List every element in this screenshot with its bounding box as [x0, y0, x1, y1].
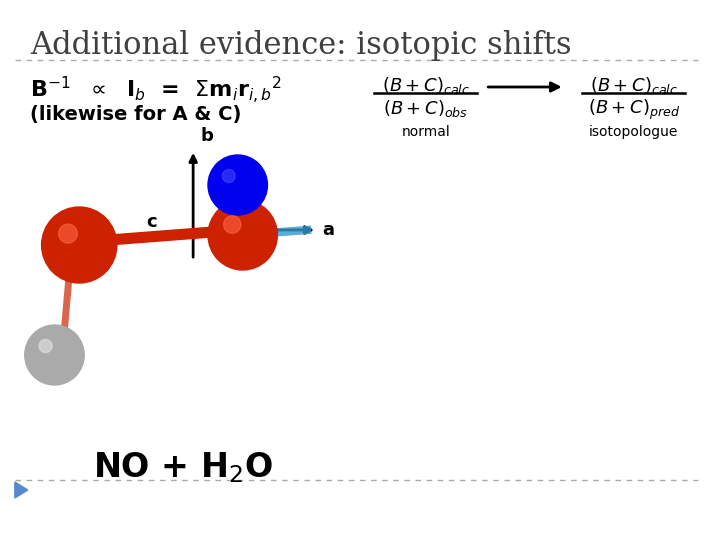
Text: B$^{-1}$  $\propto$  I$_b$  =  $\Sigma$m$_i$r$_{i,b}$$^2$: B$^{-1}$ $\propto$ I$_b$ = $\Sigma$m$_i$…	[30, 75, 282, 106]
Circle shape	[222, 170, 235, 183]
Text: normal: normal	[402, 125, 450, 139]
Text: isotopologue: isotopologue	[589, 125, 678, 139]
Text: $(B+C)_{calc}$: $(B+C)_{calc}$	[590, 75, 678, 96]
Text: $(B+C)_{obs}$: $(B+C)_{obs}$	[383, 98, 469, 119]
Text: a: a	[322, 221, 334, 239]
Circle shape	[208, 155, 267, 215]
Circle shape	[42, 207, 117, 283]
Text: c: c	[147, 213, 157, 231]
Circle shape	[208, 200, 277, 270]
Circle shape	[39, 340, 52, 353]
Circle shape	[24, 325, 84, 385]
Text: $(B+C)_{pred}$: $(B+C)_{pred}$	[588, 98, 680, 122]
Text: (likewise for A & C): (likewise for A & C)	[30, 105, 241, 124]
Polygon shape	[15, 482, 28, 498]
Text: $(B+C)_{calc}$: $(B+C)_{calc}$	[382, 75, 470, 96]
Circle shape	[224, 216, 241, 233]
Text: Additional evidence: isotopic shifts: Additional evidence: isotopic shifts	[30, 30, 572, 61]
Text: NO + H$_2$O: NO + H$_2$O	[93, 450, 274, 485]
Text: b: b	[200, 127, 213, 145]
Circle shape	[58, 224, 77, 243]
